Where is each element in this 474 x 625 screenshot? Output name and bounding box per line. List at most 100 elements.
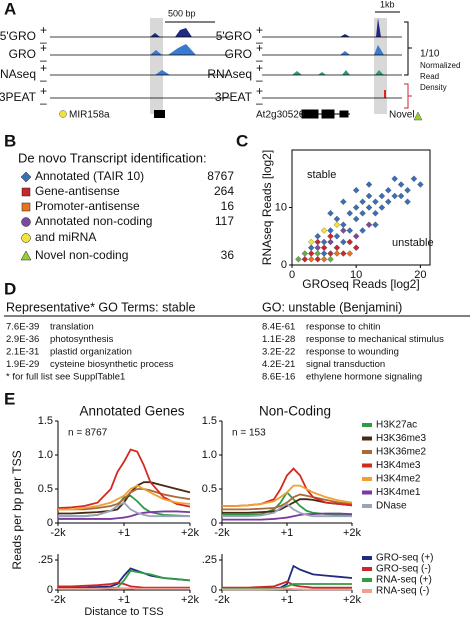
scale-label: 500 bp xyxy=(168,8,196,18)
gene-label: At2g30520 xyxy=(256,110,305,121)
x-tick-label: 20 xyxy=(414,269,426,281)
point xyxy=(352,233,360,240)
bracket xyxy=(404,83,412,109)
row-count: 8767 xyxy=(207,169,234,183)
legend-label: GRO-seq (+) xyxy=(376,553,434,564)
y-tick-label: 0 xyxy=(211,584,217,596)
strand-label: + xyxy=(256,84,263,98)
point xyxy=(333,250,341,257)
track-label: GRO xyxy=(9,47,36,61)
point xyxy=(327,233,334,240)
track-label: 3PEAT xyxy=(0,90,37,104)
point xyxy=(327,256,334,263)
line xyxy=(58,510,191,520)
line xyxy=(222,502,352,518)
p-value: 2.1E-31 xyxy=(6,347,39,358)
x-tick-label: +1 xyxy=(281,594,294,606)
p-value: 1.9E-29 xyxy=(6,359,39,370)
go-term: signal transduction xyxy=(306,359,385,370)
point xyxy=(301,250,309,257)
y-tick-label: 0.5 xyxy=(202,483,217,495)
p-value: 3.2E-22 xyxy=(262,347,295,358)
line xyxy=(58,581,190,589)
y-tick-label: 1.5 xyxy=(202,415,217,427)
track-label: 3PEAT xyxy=(215,90,253,104)
strand-label: + xyxy=(40,23,47,37)
row-name: Annotated (TAIR 10) xyxy=(35,169,144,183)
strand-label: – xyxy=(40,35,47,49)
peak xyxy=(384,90,386,98)
point xyxy=(320,244,328,251)
annotation: n = 153 xyxy=(232,428,266,439)
chart-title: Annotated Genes xyxy=(79,404,184,419)
point xyxy=(340,238,347,246)
legend-label: H3K27ac xyxy=(376,420,417,431)
row-count: 16 xyxy=(221,199,235,213)
y-tick-label: 0 xyxy=(211,517,217,529)
line xyxy=(58,484,191,511)
panel-label: B xyxy=(4,131,16,150)
legend-swatch xyxy=(362,463,372,468)
point xyxy=(340,198,347,205)
gene-model xyxy=(300,109,350,119)
line xyxy=(58,481,191,515)
legend-label: RNA-seq (-) xyxy=(376,586,429,597)
bracket xyxy=(404,21,412,76)
peak xyxy=(340,18,381,37)
annotation: unstable xyxy=(392,237,434,249)
point xyxy=(314,244,321,251)
strand-label: – xyxy=(40,53,47,67)
legend-label: H3K36me3 xyxy=(376,433,426,444)
x-tick-label: -2k xyxy=(214,527,230,539)
p-value: 4.2E-21 xyxy=(262,359,295,370)
strand-label: + xyxy=(256,41,263,55)
row-name: Gene-antisense xyxy=(35,184,120,198)
point xyxy=(346,238,353,246)
track-label: 5'GRO xyxy=(0,29,36,43)
go-term: response to wounding xyxy=(306,347,399,358)
point xyxy=(359,227,366,234)
plot-frame xyxy=(291,149,431,266)
heading: Representative* GO Terms: stable xyxy=(6,300,195,314)
point xyxy=(378,204,386,211)
strand-label: + xyxy=(256,61,263,75)
legend-swatch xyxy=(362,589,372,593)
line xyxy=(222,493,353,511)
point xyxy=(314,256,321,263)
point xyxy=(359,198,366,205)
footnote: * for full list see SupplTable1 xyxy=(6,372,125,383)
marker xyxy=(21,217,31,227)
x-tick-label: -2k xyxy=(50,594,66,606)
point xyxy=(378,192,386,200)
p-value: 2.9E-36 xyxy=(6,334,39,345)
x-tick-label: +2k xyxy=(181,594,200,606)
point xyxy=(417,181,424,188)
legend-swatch xyxy=(362,578,372,582)
marker xyxy=(21,233,31,243)
point xyxy=(340,221,347,228)
chart-title: Non-Coding xyxy=(259,404,331,419)
point xyxy=(308,256,315,263)
line xyxy=(57,448,191,509)
point xyxy=(340,227,347,234)
point xyxy=(320,238,328,246)
track-label: RNAseq xyxy=(0,67,36,81)
point xyxy=(320,227,328,234)
point xyxy=(333,244,341,251)
y-axis-label: RNAseq Reads [log2] xyxy=(260,150,274,265)
row-name: Promoter-antisense xyxy=(35,199,140,213)
point xyxy=(352,215,360,223)
point xyxy=(372,198,379,205)
y-tick-label: .25 xyxy=(38,554,53,566)
point xyxy=(391,192,398,200)
go-term: plastid organization xyxy=(50,347,132,358)
strand-label: + xyxy=(40,41,47,55)
point xyxy=(352,244,360,251)
point xyxy=(327,227,334,234)
point xyxy=(320,250,328,257)
go-term: photosynthesis xyxy=(50,334,114,345)
novel-marker xyxy=(413,111,423,121)
strand-label: + xyxy=(40,84,47,98)
point xyxy=(352,187,360,194)
row-count: 36 xyxy=(221,248,235,262)
